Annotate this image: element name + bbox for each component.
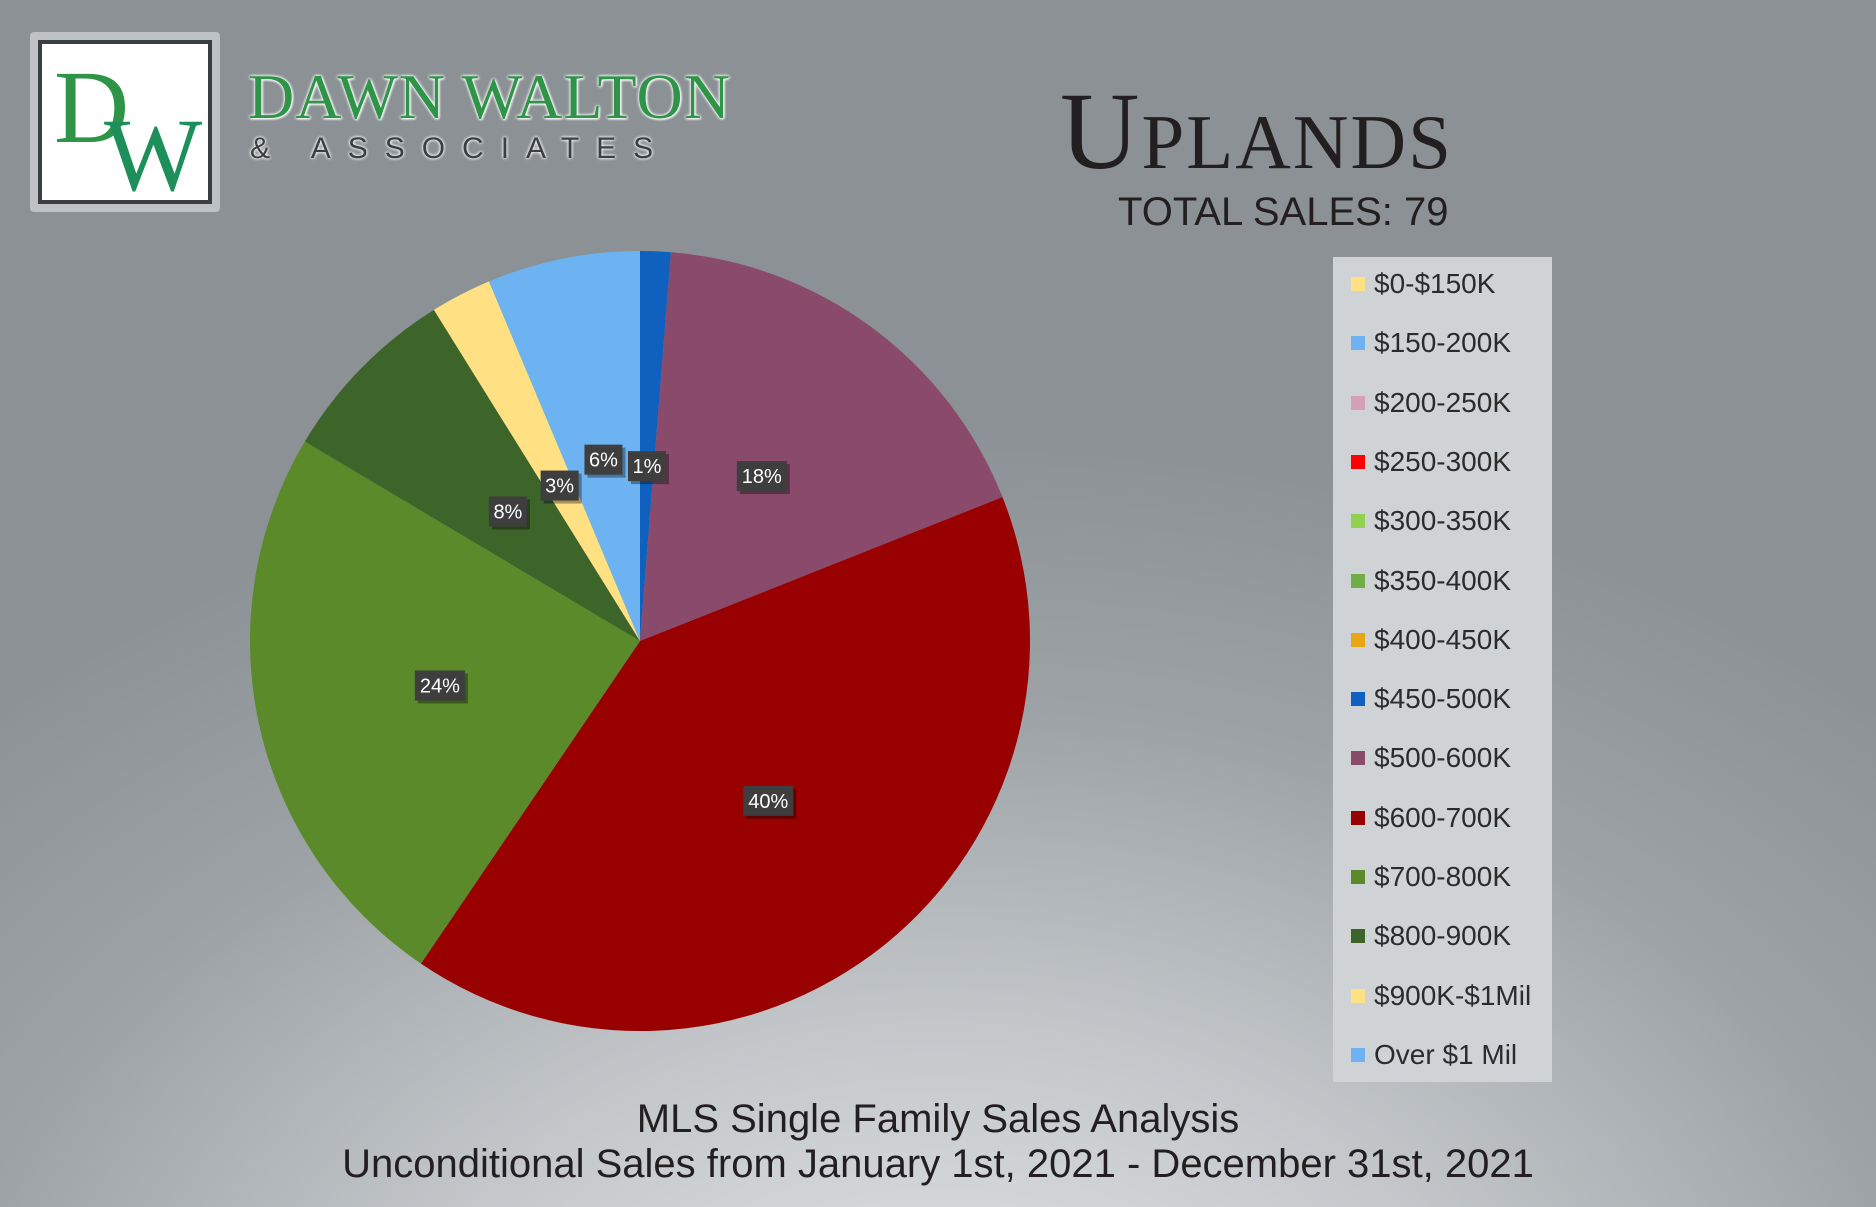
legend-item: $900K-$1Mil <box>1351 979 1532 1011</box>
legend-item: $800-900K <box>1351 920 1512 952</box>
legend-swatch <box>1351 632 1365 647</box>
pie-slice--600-700k <box>420 497 1031 1032</box>
legend-label: $0-$150K <box>1374 268 1496 299</box>
total-sales: TOTAL SALES: 79 <box>1118 190 1449 234</box>
legend-swatch <box>1351 751 1365 766</box>
legend-swatch <box>1351 929 1365 944</box>
legend-label: $350-400K <box>1374 564 1512 596</box>
legend-swatch <box>1351 395 1365 410</box>
pie-slice--500-600k <box>640 252 1003 641</box>
legend-label: $700-800K <box>1374 861 1512 893</box>
legend-item: $200-250K <box>1351 386 1512 418</box>
legend-label: $400-450K <box>1374 623 1512 655</box>
legend-swatch <box>1351 277 1365 291</box>
legend-swatch <box>1351 692 1365 707</box>
pie-data-label: 6% <box>584 444 626 478</box>
legend-label: $500-600K <box>1374 742 1512 774</box>
legend-item: $600-700K <box>1351 801 1512 833</box>
pie-data-label: 24% <box>414 670 468 704</box>
legend-label: $300-350K <box>1374 505 1512 537</box>
brand-name: DAWN WALTON <box>248 61 731 132</box>
pie-slice--900k-1mil <box>433 281 640 641</box>
brand-subtitle: & ASSOCIATES <box>250 132 671 165</box>
legend-item: $250-300K <box>1351 445 1512 477</box>
legend-item: Over $1 Mil <box>1351 1039 1518 1070</box>
legend-swatch <box>1351 514 1365 529</box>
pie-data-label: 40% <box>743 785 797 819</box>
logo-monogram-frame: D W <box>38 40 212 204</box>
chart-legend: $0-$150K $150-200K $200-250K $250-300K $300-… <box>1333 257 1552 1082</box>
legend-swatch <box>1351 810 1365 825</box>
pie-data-label: 3% <box>540 470 582 504</box>
legend-item: $150-200K <box>1351 327 1512 359</box>
legend-swatch <box>1351 454 1365 469</box>
svg-text:40%: 40% <box>748 791 788 813</box>
legend-item: $400-450K <box>1351 623 1512 655</box>
page-title: Uplands <box>1060 70 1453 192</box>
legend-item: $300-350K <box>1351 505 1512 537</box>
legend-label: Over $1 Mil <box>1374 1039 1518 1070</box>
legend-item: $450-500K <box>1351 683 1512 715</box>
svg-text:6%: 6% <box>589 450 618 472</box>
legend-item: $500-600K <box>1351 742 1512 774</box>
svg-text:3%: 3% <box>545 476 574 498</box>
legend-swatch <box>1351 573 1365 588</box>
svg-text:8%: 8% <box>493 501 522 523</box>
footer-date-range: Unconditional Sales from January 1st, 20… <box>342 1142 1534 1186</box>
legend-label: $600-700K <box>1374 801 1512 833</box>
legend-swatch <box>1351 988 1365 1003</box>
pie-data-label: 1% <box>627 451 669 485</box>
legend-label: $150-200K <box>1374 327 1512 359</box>
legend-swatch <box>1351 870 1365 885</box>
legend-swatch <box>1351 336 1365 351</box>
legend-label: $450-500K <box>1374 683 1512 715</box>
legend-label: $800-900K <box>1374 920 1512 952</box>
svg-text:1%: 1% <box>633 456 662 478</box>
pie-slice--800-900k <box>304 309 640 641</box>
legend-label: $250-300K <box>1374 445 1512 477</box>
logo-letter-d: D <box>54 50 129 165</box>
pie-slice--700-800k <box>249 441 640 964</box>
legend-label: $200-250K <box>1374 386 1512 418</box>
pie-slice-over-1-mil <box>488 251 640 641</box>
legend-swatch <box>1351 1048 1365 1062</box>
svg-text:18%: 18% <box>742 466 782 488</box>
svg-text:24%: 24% <box>420 675 460 697</box>
legend-item: $350-400K <box>1351 564 1512 596</box>
legend-item: $0-$150K <box>1351 268 1496 299</box>
pie-slice--450-500k <box>640 251 671 641</box>
footer-title: MLS Single Family Sales Analysis <box>636 1097 1240 1141</box>
legend-item: $700-800K <box>1351 861 1512 893</box>
legend-label: $900K-$1Mil <box>1374 979 1532 1011</box>
pie-data-label: 8% <box>488 496 530 530</box>
pie-data-label: 18% <box>736 461 790 495</box>
logo-monogram: D W <box>54 50 202 200</box>
logo-letter-w: W <box>104 98 202 200</box>
logo: D W <box>30 32 220 212</box>
